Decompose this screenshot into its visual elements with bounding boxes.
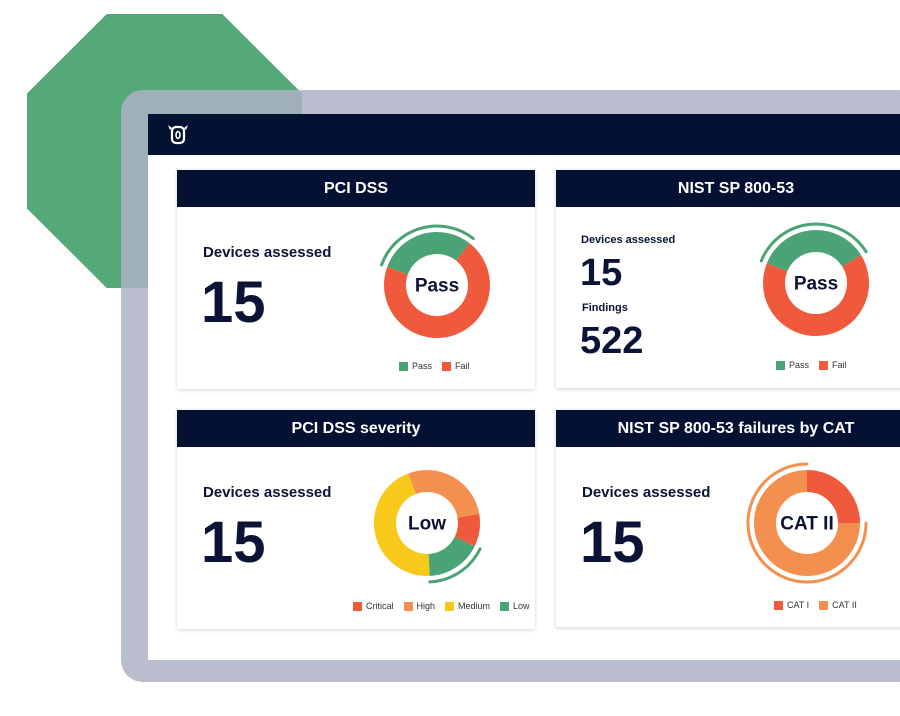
top-navigation-bar (148, 114, 900, 155)
devices-assessed-value: 15 (201, 270, 266, 335)
legend-label: Critical (366, 601, 394, 611)
fail-swatch (819, 360, 829, 370)
legend-label: Medium (458, 601, 491, 611)
highlight-ring-pass (380, 224, 475, 267)
card-title: NIST SP 800-53 (556, 170, 900, 207)
legend-item-low: Low (500, 601, 530, 611)
chart-legend: Critical High Medium Low (353, 601, 530, 611)
devices-assessed-value: 15 (580, 252, 623, 294)
donut-segment-high[interactable] (408, 470, 480, 519)
cat-donut-chart: CAT II (746, 462, 868, 584)
medium-swatch (445, 601, 455, 611)
highlight-ring-cat-ii (746, 462, 868, 584)
legend-label: Fail (455, 361, 470, 371)
severity-donut-chart: Low (374, 470, 482, 584)
owl-logo-icon[interactable] (165, 123, 191, 145)
highlight-ring-low (428, 547, 482, 584)
legend-label: Fail (832, 360, 847, 370)
legend-item-pass: Pass (776, 360, 809, 370)
donut-segment-pass[interactable] (766, 230, 861, 272)
legend-item-pass: Pass (399, 361, 432, 371)
devices-assessed-value: 15 (201, 510, 266, 575)
chart-legend: Pass Fail (776, 360, 847, 370)
pci-dss-severity-card: PCI DSS severity Devices assessed 15 Low… (177, 410, 535, 629)
devices-assessed-label: Devices assessed (582, 484, 711, 501)
low-swatch (500, 601, 510, 611)
critical-swatch (353, 601, 362, 611)
donut-center-label: Low (408, 514, 446, 535)
pass-swatch (776, 360, 785, 370)
legend-item-critical: Critical (353, 601, 394, 611)
nist-failures-by-cat-card: NIST SP 800-53 failures by CAT Devices a… (556, 410, 900, 627)
devices-assessed-value: 15 (580, 510, 645, 575)
pass-fail-donut-chart: Pass (759, 222, 869, 336)
high-swatch (403, 601, 413, 611)
devices-assessed-label: Devices assessed (203, 484, 332, 501)
findings-value: 522 (580, 320, 644, 362)
findings-label: Findings (582, 302, 628, 314)
donut-segment-medium[interactable] (374, 473, 430, 576)
highlight-ring-pass (759, 222, 868, 263)
devices-assessed-label: Devices assessed (581, 234, 676, 246)
donut-center-label: CAT II (780, 514, 833, 535)
legend-item-cat-ii: CAT II (819, 600, 857, 610)
legend-item-fail: Fail (819, 360, 847, 370)
donut-segment-fail[interactable] (384, 243, 490, 338)
devices-assessed-label: Devices assessed (203, 244, 332, 261)
chart-legend: Pass Fail (399, 361, 470, 371)
chart-legend: CAT I CAT II (774, 600, 857, 610)
cat-i-swatch (774, 600, 783, 610)
donut-segment-critical[interactable] (454, 513, 480, 547)
legend-item-cat-i: CAT I (774, 600, 809, 610)
dashboard-screen: PCI DSS Devices assessed 15 Pass Pass Fa… (148, 114, 900, 660)
donut-segment-cat-ii[interactable] (754, 470, 860, 576)
donut-segment-fail[interactable] (763, 254, 869, 336)
pass-fail-donut-chart: Pass (380, 224, 490, 338)
cat-ii-swatch (819, 600, 829, 610)
donut-center-label: Pass (415, 276, 459, 297)
donut-segment-cat-i[interactable] (806, 470, 860, 524)
legend-label: Low (513, 601, 530, 611)
card-title: PCI DSS severity (177, 410, 535, 447)
legend-label: Pass (789, 360, 810, 370)
fail-swatch (442, 361, 452, 371)
legend-label: CAT I (787, 600, 810, 610)
legend-label: CAT II (832, 600, 857, 610)
donut-segment-pass[interactable] (387, 232, 470, 275)
nist-sp-800-53-card: NIST SP 800-53 Devices assessed 15 Findi… (556, 170, 900, 388)
legend-item-fail: Fail (442, 361, 470, 371)
donut-center-label: Pass (794, 274, 838, 295)
donut-segment-low[interactable] (427, 536, 475, 576)
legend-item-high: High (403, 601, 436, 611)
card-title: NIST SP 800-53 failures by CAT (556, 410, 900, 447)
card-title: PCI DSS (177, 170, 535, 207)
pci-dss-card: PCI DSS Devices assessed 15 Pass Pass Fa… (177, 170, 535, 389)
legend-label: Pass (412, 361, 433, 371)
legend-label: High (416, 601, 436, 611)
pass-swatch (399, 361, 408, 371)
legend-item-medium: Medium (445, 601, 490, 611)
